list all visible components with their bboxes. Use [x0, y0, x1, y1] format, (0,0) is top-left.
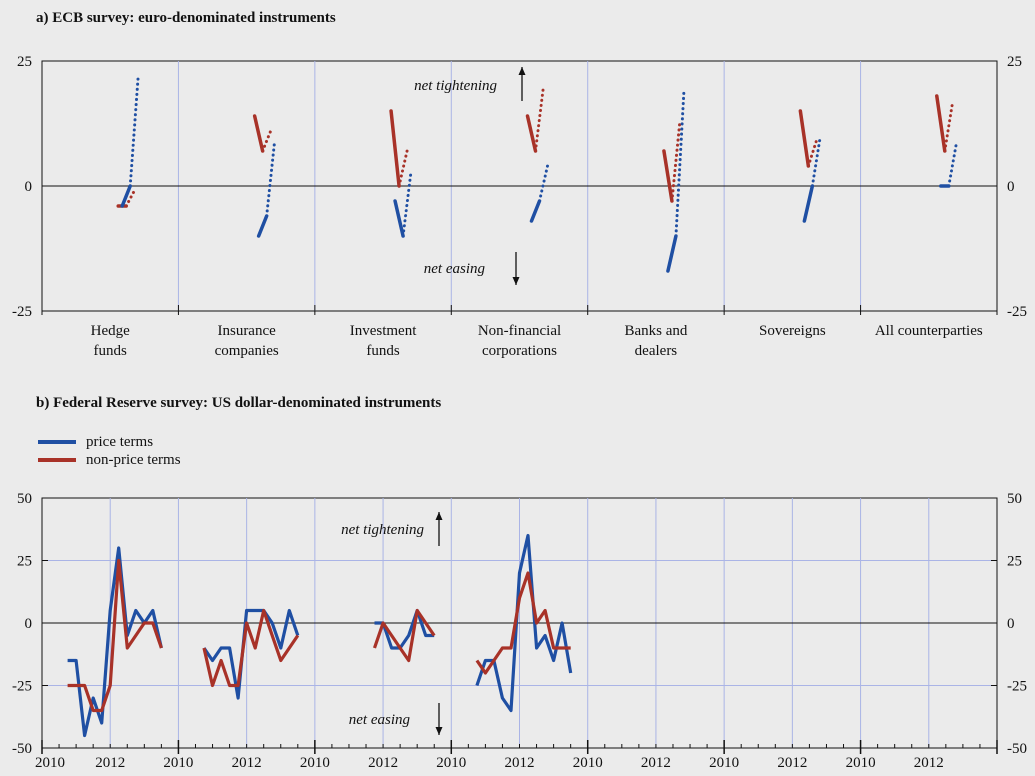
panel-b-annotation-easing: net easing [349, 712, 411, 728]
panel-a-nonprice-2-dotted [397, 149, 409, 188]
panel-a-nonprice-4-solid [662, 149, 674, 203]
panel-b-xtick-label: 2010 [846, 755, 876, 771]
panel-b-xtick-label: 2012 [914, 755, 944, 771]
legend-swatch-price [38, 440, 76, 444]
panel-a-nonprice-6-dotted [943, 99, 955, 153]
panel-a-price-0-solid [120, 184, 132, 208]
panel-a-ytick-label-right: -25 [1007, 304, 1027, 320]
panel-a-nonprice-0-dotted [124, 189, 136, 208]
panel-a-arrow-down-head [512, 277, 520, 285]
panel-a-category-label: Sovereigns [759, 323, 826, 339]
panel-a-category-label: Investment [350, 323, 417, 339]
panel-a-nonprice-3-solid [525, 114, 538, 153]
panel-b-xtick-label: 2012 [777, 755, 807, 771]
panel-a-price-4-dotted [674, 89, 686, 238]
panel-b-xtick-label: 2010 [709, 755, 739, 771]
panel-b-ytick-label-right: -50 [1007, 741, 1027, 757]
panel-b-title: b) Federal Reserve survey: US dollar-den… [36, 395, 442, 411]
panel-b-ytick-label-left: 0 [25, 616, 33, 632]
panel-b-xtick-label: 2010 [35, 755, 65, 771]
panel-a-price-5-solid [802, 184, 815, 223]
panel-b-arrow-down-head [435, 727, 443, 735]
panel-a-price-6-dotted [947, 139, 959, 188]
panel-a-price-0-dotted [128, 74, 140, 188]
panel-a-ytick-label-right: 0 [1007, 179, 1015, 195]
panel-a-price-4-solid [666, 234, 678, 273]
panel-a-category-label: dealers [635, 343, 678, 359]
panel-a-nonprice-2-solid [389, 109, 401, 188]
panel-b-ytick-label-left: -50 [12, 741, 32, 757]
panel-b-xtick-label: 2012 [641, 755, 671, 771]
panel-a-title: a) ECB survey: euro-denominated instrume… [36, 10, 336, 26]
panel-b-ytick-label-right: -25 [1007, 679, 1027, 695]
panel-b-series-nonprice-0 [67, 558, 163, 713]
panel-b-xtick-label: 2010 [300, 755, 330, 771]
panel-a-ytick-label-right: 25 [1007, 54, 1022, 70]
panel-b-series-nonprice-2 [372, 608, 436, 663]
legend-label-nonprice: non-price terms [86, 451, 181, 468]
legend-item-nonprice: non-price terms [38, 451, 181, 469]
panel-b-xtick-label: 2010 [436, 755, 466, 771]
panel-a-category-label: Non-financial [478, 323, 561, 339]
panel-a-price-5-dotted [810, 134, 822, 188]
panel-b-ytick-label-right: 25 [1007, 554, 1022, 570]
legend: price terms non-price terms [38, 433, 181, 469]
panel-a-category-label: Banks and [624, 323, 687, 339]
panel-a-category-label: corporations [482, 343, 557, 359]
panel-b-series-price-0 [67, 546, 163, 738]
panel-a-category-label: Hedge [91, 323, 130, 339]
panel-a-ytick-label-left: 25 [17, 54, 32, 70]
panel-a-category-label: Insurance [217, 323, 276, 339]
panel-a-ytick-label-left: 0 [25, 179, 33, 195]
panel-b-ytick-label-left: -25 [12, 679, 32, 695]
panel-a-nonprice-1-solid [252, 114, 265, 153]
panel-a-price-2-dotted [401, 169, 413, 238]
panel-a-category-label: companies [215, 343, 279, 359]
panel-a-nonprice-6-solid [935, 94, 947, 153]
panel-b-xtick-label: 2012 [232, 755, 262, 771]
panel-b-xtick-label: 2012 [505, 755, 535, 771]
legend-item-price: price terms [38, 433, 181, 451]
panel-b-xtick-label: 2010 [573, 755, 603, 771]
panel-a-annotation-easing: net easing [424, 261, 486, 277]
panel-a-nonprice-5-solid [798, 109, 811, 168]
panel-a-price-1-dotted [265, 139, 277, 218]
panel-b-xtick-label: 2012 [368, 755, 398, 771]
panel-b-annotation-tightening: net tightening [341, 522, 424, 538]
panel-b-series-nonprice-3 [475, 571, 571, 675]
panel-b-xtick-label: 2012 [95, 755, 125, 771]
panel-b-ytick-label-right: 50 [1007, 491, 1022, 507]
panel-a-nonprice-3-dotted [534, 84, 545, 153]
panel-a-price-3-dotted [538, 164, 549, 203]
panel-a-arrow-up-head [518, 67, 526, 75]
panel-b-ytick-label-right: 0 [1007, 616, 1015, 632]
panel-b-series-price-1 [202, 608, 300, 700]
panel-a-category-label: All counterparties [875, 323, 983, 339]
legend-swatch-nonprice [38, 458, 76, 462]
legend-label-price: price terms [86, 433, 154, 450]
panel-b-ytick-label-left: 25 [17, 554, 32, 570]
panel-a-price-3-solid [529, 199, 542, 223]
panel-a-annotation-tightening: net tightening [414, 78, 497, 94]
panel-b-series-nonprice-1 [202, 608, 300, 688]
panel-a-nonprice-5-dotted [806, 139, 818, 168]
panel-a-category-label: funds [94, 343, 127, 359]
panel-b-xtick-label: 2010 [163, 755, 193, 771]
panel-a-category-label: funds [366, 343, 399, 359]
panel-b-arrow-up-head [435, 512, 443, 520]
panel-a-nonprice-4-dotted [670, 119, 682, 203]
panel-a-price-1-solid [256, 214, 269, 238]
panel-a-price-2-solid [393, 199, 405, 238]
panel-a-ytick-label-left: -25 [12, 304, 32, 320]
panel-b-ytick-label-left: 50 [17, 491, 32, 507]
panel-a-nonprice-1-dotted [261, 129, 273, 153]
